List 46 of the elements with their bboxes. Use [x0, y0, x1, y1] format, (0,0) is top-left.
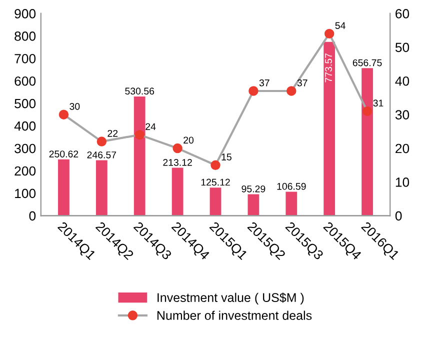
- bar: [134, 96, 146, 216]
- data-label: 95.29: [242, 185, 266, 192]
- y-tick-label: 800: [14, 32, 36, 41]
- data-label: 37: [259, 79, 270, 86]
- y-tick-label: 600: [14, 76, 36, 86]
- data-label: 250.62: [49, 150, 78, 158]
- bar: [58, 159, 70, 216]
- data-label: 773.57: [325, 53, 332, 82]
- data-label: 31: [373, 100, 384, 107]
- y-tick-label: 100: [15, 188, 36, 198]
- data-label: 213.12: [163, 158, 192, 166]
- bar: [324, 42, 336, 216]
- legend-label: Number of investment deals: [157, 310, 312, 320]
- bar: [96, 160, 108, 216]
- data-label: 20: [184, 136, 194, 144]
- data-label: 125.12: [201, 178, 230, 186]
- y2-tick-label: 40: [395, 76, 410, 86]
- data-label: 54: [335, 22, 346, 29]
- y-tick-label: 0: [29, 211, 36, 221]
- data-label: 22: [108, 130, 118, 137]
- bar: [248, 194, 260, 216]
- data-label: 24: [146, 123, 156, 130]
- data-label: 530.56: [125, 88, 154, 95]
- data-label: 30: [70, 102, 80, 110]
- data-label: 37: [297, 79, 308, 86]
- y2-tick-label: 10: [396, 178, 410, 187]
- legend-label: Investment value ( US$M ): [158, 292, 304, 304]
- y-tick-label: 500: [14, 98, 36, 108]
- data-label: 15: [222, 154, 232, 160]
- y2-tick-label: 50: [395, 42, 410, 52]
- y2-tick-label: 60: [396, 9, 410, 18]
- data-label: 106.59: [277, 182, 306, 190]
- y-tick-label: 400: [14, 121, 36, 131]
- data-label: 246.57: [87, 151, 116, 158]
- bar: [210, 188, 222, 216]
- data-label: 656.75: [352, 59, 382, 66]
- y-tick-label: 300: [14, 144, 36, 154]
- y2-tick-label: 30: [395, 110, 410, 120]
- y-tick-label: 700: [14, 54, 36, 64]
- y2-tick-label: 20: [396, 144, 410, 154]
- y-tick-label: 200: [14, 166, 36, 176]
- y-tick-label: 900: [14, 9, 36, 18]
- y2-tick-label: 0: [395, 211, 402, 221]
- bar: [286, 192, 298, 216]
- bar: [172, 168, 184, 216]
- bar: [362, 68, 373, 216]
